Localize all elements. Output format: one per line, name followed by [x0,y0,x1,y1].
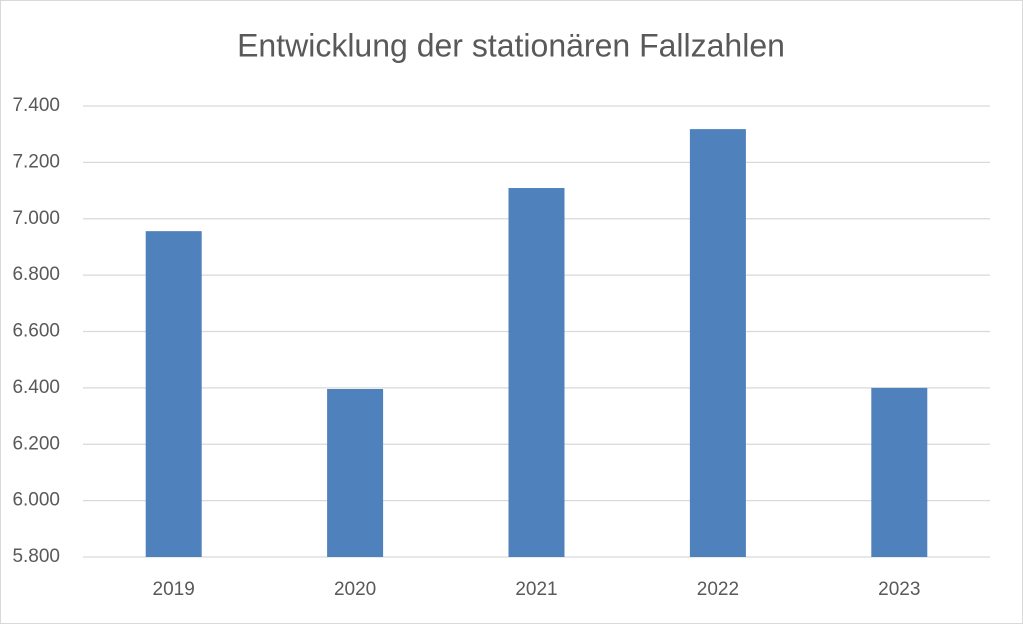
x-tick-label: 2021 [515,579,557,600]
y-tick-label: 6.200 [12,433,60,454]
y-tick-label: 6.000 [12,490,60,511]
y-tick-label: 7.000 [12,208,60,229]
y-tick-label: 7.200 [12,151,60,172]
bar [689,129,746,557]
y-tick-label: 6.600 [12,321,60,342]
y-tick-label: 7.400 [12,95,60,116]
bar [145,231,202,557]
x-tick-label: 2023 [878,579,920,600]
bar [871,387,928,557]
y-tick-label: 5.800 [12,546,60,567]
y-tick-label: 6.400 [12,377,60,398]
x-tick-label: 2019 [153,579,195,600]
bar [327,389,384,557]
chart-title: Entwicklung der stationären Fallzahlen [237,27,785,63]
x-tick-label: 2020 [334,579,376,600]
x-tick-label: 2022 [697,579,739,600]
bar [508,188,565,557]
y-tick-label: 6.800 [12,264,60,285]
